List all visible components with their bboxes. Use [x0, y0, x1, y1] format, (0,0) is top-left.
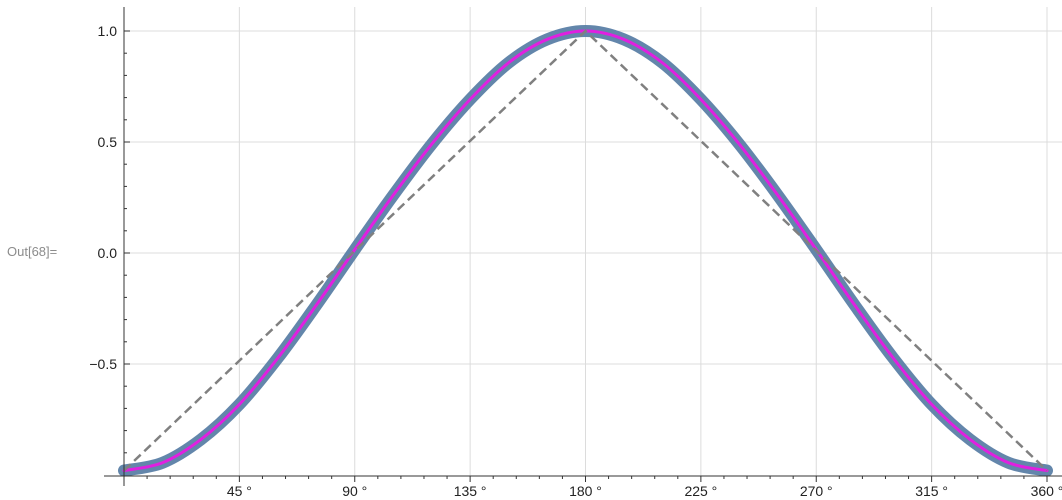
x-tick-label: 360 °	[1031, 483, 1062, 499]
x-tick-label: 45 °	[227, 483, 252, 499]
y-tick-label: 1.0	[98, 23, 118, 39]
y-tick-label: −0.5	[89, 356, 117, 372]
y-tick-label: 0.5	[98, 134, 118, 150]
tick-labels: 45 ° 90 ° 135 ° 180 ° 225 ° 270 ° 315 ° 360 ° 1.…	[89, 23, 1062, 499]
axes	[104, 7, 1062, 486]
x-tick-label: 180 °	[569, 483, 602, 499]
x-tick-label: 315 °	[915, 483, 948, 499]
x-tick-label: 90 °	[342, 483, 367, 499]
output-cell-label: Out[68]=	[7, 244, 58, 259]
x-tick-label: 270 °	[800, 483, 833, 499]
grid-lines	[124, 7, 1062, 476]
x-tick-label: 135 °	[454, 483, 487, 499]
series-dashed-line	[123, 29, 1048, 472]
y-tick-label: 0.0	[98, 245, 118, 261]
series-layer	[118, 25, 1053, 477]
x-tick-label: 225 °	[684, 483, 717, 499]
